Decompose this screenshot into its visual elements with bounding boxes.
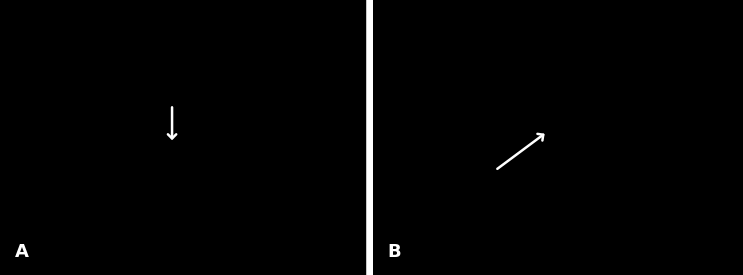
Text: A: A xyxy=(15,243,29,261)
Text: B: B xyxy=(388,243,401,261)
